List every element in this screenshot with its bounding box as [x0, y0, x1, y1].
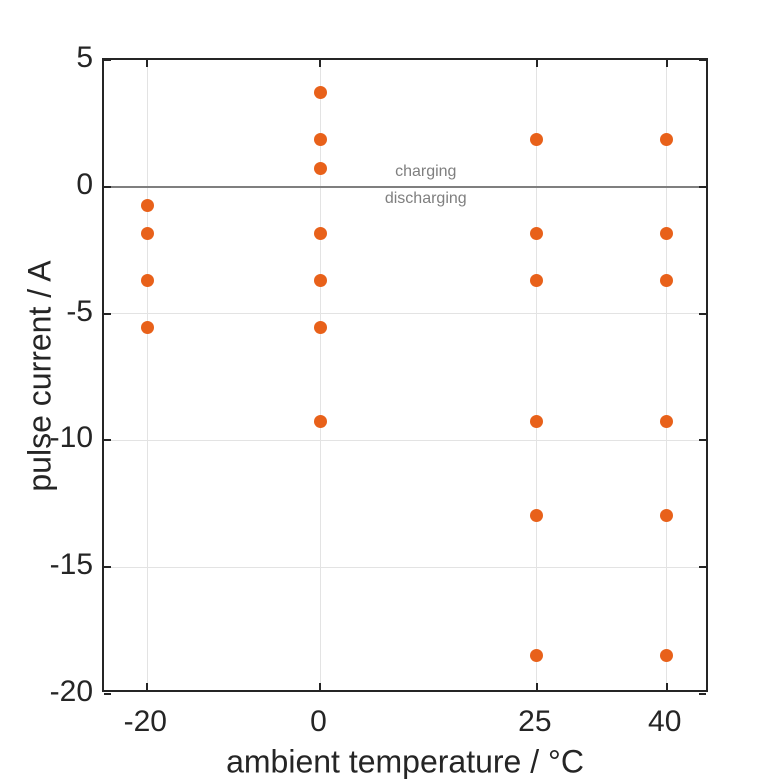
- zero-reference-line: [104, 185, 706, 188]
- data-point: [140, 199, 154, 213]
- data-point: [660, 414, 674, 428]
- x-tick-mark-bottom: [146, 683, 149, 690]
- data-point: [313, 86, 327, 100]
- y-tick-mark-right: [699, 185, 706, 188]
- data-point: [140, 321, 154, 335]
- x-tick-mark-top: [146, 60, 149, 67]
- x-tick-mark-bottom: [319, 683, 322, 690]
- vertical-gridline: [319, 60, 321, 690]
- data-point: [660, 133, 674, 147]
- data-point: [140, 227, 154, 241]
- y-tick-label: 5: [76, 41, 93, 74]
- y-tick-mark-right: [699, 566, 706, 569]
- data-point: [530, 414, 544, 428]
- y-tick-mark-left: [104, 566, 111, 569]
- data-point: [660, 274, 674, 288]
- x-tick-label: -20: [123, 705, 167, 738]
- x-tick-mark-top: [535, 60, 538, 67]
- data-point: [313, 414, 327, 428]
- horizontal-gridline: [104, 439, 706, 441]
- y-tick-label: -20: [49, 675, 93, 708]
- plot-inner: [104, 59, 706, 695]
- x-tick-label: 25: [518, 705, 552, 738]
- horizontal-gridline: [104, 566, 706, 568]
- data-point: [660, 508, 674, 522]
- y-tick-mark-left: [104, 439, 111, 442]
- data-point: [530, 227, 544, 241]
- vertical-gridline: [536, 60, 538, 690]
- plot-area: [102, 58, 708, 695]
- data-point: [660, 227, 674, 241]
- charging-region-label: charging: [395, 162, 457, 180]
- y-tick-label: -10: [49, 421, 93, 455]
- data-point: [530, 133, 544, 147]
- x-tick-mark-bottom: [665, 683, 668, 690]
- y-tick-mark-left: [104, 185, 111, 188]
- y-tick-label: -15: [49, 548, 93, 582]
- x-tick-mark-bottom: [535, 683, 538, 690]
- data-point: [313, 227, 327, 241]
- vertical-gridline: [146, 60, 148, 690]
- x-tick-mark-top: [665, 60, 668, 67]
- y-tick-mark-left: [104, 693, 111, 695]
- y-tick-label: 0: [76, 167, 93, 201]
- data-point: [530, 508, 544, 522]
- y-tick-mark-right: [699, 693, 706, 695]
- x-tick-label: 0: [310, 705, 327, 738]
- y-tick-mark-right: [699, 439, 706, 442]
- y-tick-label: -5: [66, 294, 93, 328]
- horizontal-gridline: [104, 313, 706, 315]
- data-point: [660, 649, 674, 663]
- x-axis-label: ambient temperature / °C: [226, 743, 584, 780]
- vertical-gridline: [666, 60, 668, 690]
- data-point: [313, 133, 327, 147]
- x-tick-label: 40: [648, 705, 682, 738]
- y-tick-mark-left: [104, 312, 111, 315]
- data-point: [313, 161, 327, 175]
- y-tick-mark-right: [699, 59, 706, 61]
- data-point: [313, 321, 327, 335]
- y-tick-mark-left: [104, 59, 111, 61]
- x-tick-mark-top: [319, 60, 322, 67]
- data-point: [530, 649, 544, 663]
- data-point: [530, 274, 544, 288]
- data-point: [140, 274, 154, 288]
- discharging-region-label: discharging: [384, 189, 467, 207]
- data-point: [313, 274, 327, 288]
- y-tick-mark-right: [699, 312, 706, 315]
